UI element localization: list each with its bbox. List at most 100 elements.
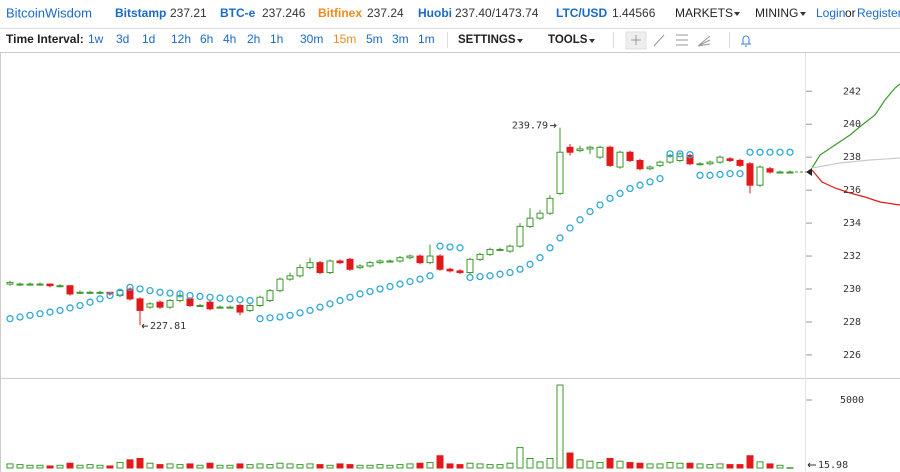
drawing-tools[interactable] — [625, 31, 751, 50]
candle-body — [316, 262, 324, 274]
volume-bar — [156, 464, 164, 469]
sar-dot — [256, 315, 264, 323]
y-tick-label: 226 — [843, 350, 861, 361]
sar-dot — [496, 270, 504, 278]
sar-dot — [26, 311, 34, 320]
interval-button[interactable]: 30m — [300, 32, 323, 46]
sar-dot — [526, 260, 534, 268]
interval-button[interactable]: 1m — [418, 32, 435, 46]
interval-button[interactable]: 15m — [333, 32, 356, 46]
interval-button[interactable]: 5m — [366, 32, 383, 46]
sar-dot — [706, 171, 714, 179]
volume-bar — [286, 463, 294, 469]
candle-body — [486, 248, 494, 255]
candle-body — [36, 283, 44, 286]
volume-bar — [576, 459, 584, 469]
candle-body — [616, 151, 624, 168]
exchange-name[interactable]: BTC-e — [220, 6, 256, 20]
sar-dot — [46, 308, 54, 316]
volume-bar — [626, 462, 634, 469]
candle-body — [556, 151, 564, 194]
candle-body — [436, 255, 444, 270]
candle-body — [216, 306, 224, 309]
candle-body — [706, 161, 714, 165]
candle-body — [726, 158, 734, 161]
interval-button[interactable]: 6h — [200, 32, 213, 46]
volume-bar — [216, 464, 224, 469]
sar-dot — [126, 283, 134, 292]
menu[interactable]: MINING — [755, 6, 798, 20]
candle-body — [176, 295, 184, 302]
volume-bar — [136, 457, 144, 469]
candle-body — [306, 262, 314, 269]
interval-button[interactable]: 12h — [171, 32, 191, 46]
sar-dot — [546, 244, 554, 252]
sar-dot — [426, 272, 434, 280]
candle-body — [146, 303, 154, 308]
interval-button[interactable]: 1h — [270, 32, 283, 46]
candle-body — [356, 265, 364, 269]
sar-dot — [646, 178, 654, 186]
volume-bar — [256, 463, 264, 469]
volume-bar — [116, 462, 124, 469]
volume-bar — [26, 464, 34, 469]
sar-dot — [666, 150, 674, 158]
volume-bar — [336, 463, 344, 469]
menu[interactable]: MARKETS — [675, 6, 733, 20]
exchange-name[interactable]: Huobi — [418, 6, 452, 20]
brand[interactable]: BitcoinWisdom — [6, 5, 92, 20]
login-link[interactable]: Login — [816, 6, 845, 20]
interval-button[interactable]: 2h — [247, 32, 260, 46]
sar-dot — [136, 285, 144, 293]
volume-bar — [326, 464, 334, 469]
sar-dot — [536, 254, 544, 262]
exchange-name[interactable]: Bitstamp — [115, 6, 166, 20]
sar-dot — [556, 234, 564, 242]
volume-bar — [526, 457, 534, 469]
candle-body — [746, 163, 754, 186]
sar-dot — [156, 288, 164, 296]
sar-dot — [266, 314, 274, 322]
volume-bar — [276, 462, 284, 469]
sar-dot — [686, 151, 694, 159]
candle-body — [596, 146, 604, 158]
sar-dot — [656, 174, 664, 183]
interval-button[interactable]: 3d — [116, 32, 129, 46]
interval-button[interactable]: 1w — [88, 32, 104, 46]
interval-button[interactable]: 1d — [142, 32, 155, 46]
volume-bar — [316, 464, 324, 469]
candle-body — [716, 156, 724, 163]
volume-bar — [586, 460, 594, 469]
candle-body — [46, 283, 54, 287]
exchange-price: 237.24 — [367, 6, 404, 20]
interval-button[interactable]: 4h — [223, 32, 236, 46]
sar-dot — [286, 311, 294, 320]
volume-bar — [366, 464, 374, 469]
volume-bar — [466, 462, 474, 469]
toolbar-menu[interactable]: SETTINGS — [458, 34, 516, 46]
volume-bar — [376, 464, 384, 469]
volume-bar — [446, 463, 454, 469]
volume-bar — [746, 455, 754, 469]
volume-bar — [66, 462, 74, 469]
volume-bar — [566, 452, 574, 469]
exchange-name[interactable]: Bitfinex — [318, 6, 362, 20]
candle-body — [626, 151, 634, 161]
sar-dot — [226, 295, 234, 303]
volume-bar — [726, 464, 734, 469]
y-tick-label: 5000 — [840, 395, 864, 406]
volume-bar — [686, 462, 694, 469]
exchange-name[interactable]: LTC/USD — [556, 6, 607, 20]
toolbar-menu[interactable]: TOOLS — [548, 34, 588, 46]
interval-button[interactable]: 3m — [392, 32, 409, 46]
volume-bar — [486, 464, 494, 469]
volume-bar — [766, 463, 774, 469]
max-label: 239.79 — [512, 121, 548, 132]
y-tick-label: 236 — [843, 185, 861, 196]
sar-dot — [636, 181, 644, 189]
volume-bar — [146, 462, 154, 469]
register-link[interactable]: Register — [857, 6, 900, 20]
volume-bar — [206, 462, 214, 469]
volume-bar — [346, 464, 354, 469]
sar-dot — [146, 287, 154, 295]
